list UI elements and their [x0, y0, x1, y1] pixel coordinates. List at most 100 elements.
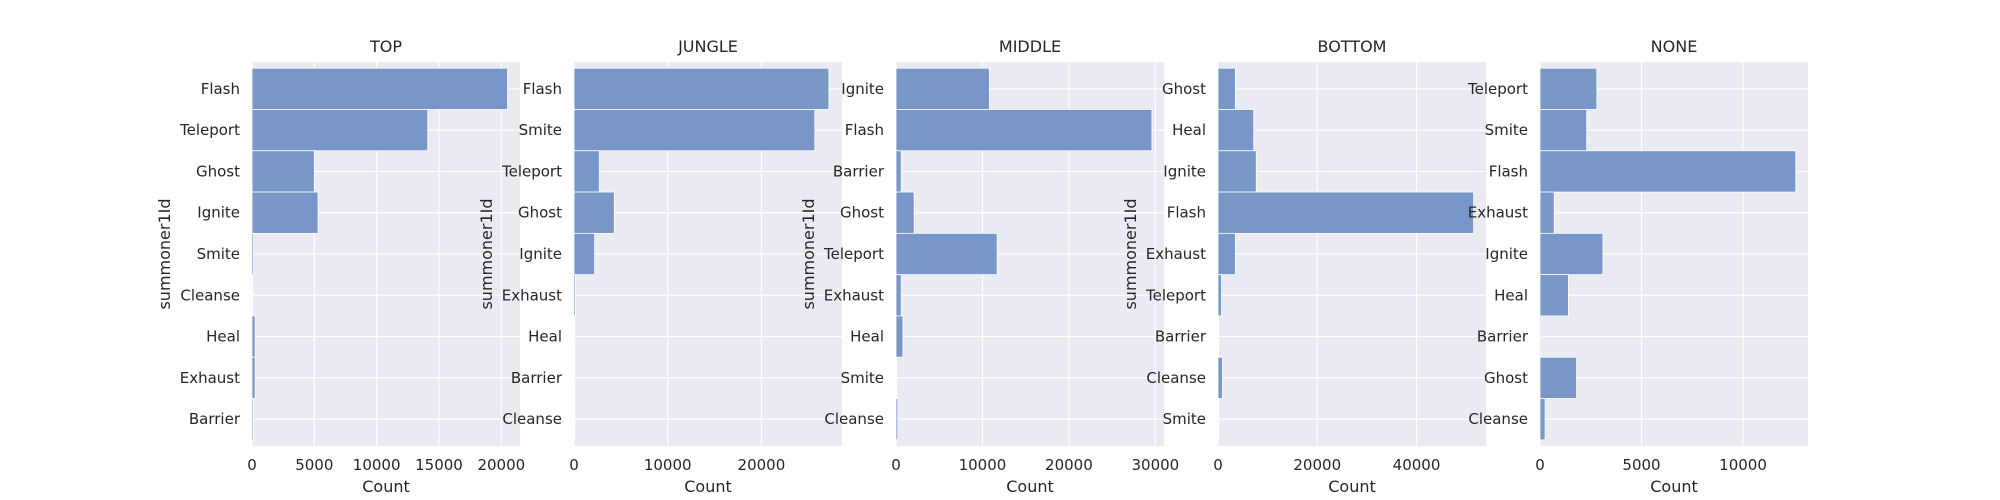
bar-exhaust — [1539, 191, 1555, 234]
y-tick-label: Ignite — [1163, 162, 1206, 180]
bar-flash — [573, 67, 830, 110]
y-tick-label: Ignite — [841, 80, 884, 98]
facet-title: TOP — [369, 37, 402, 56]
y-tick-label: Ghost — [1162, 80, 1206, 98]
bar-ghost — [573, 191, 615, 234]
facet-title: MIDDLE — [999, 37, 1061, 56]
bar-heal — [895, 315, 904, 358]
bar-exhaust — [573, 274, 576, 317]
facet-title: BOTTOM — [1318, 37, 1387, 56]
bar-teleport — [251, 109, 429, 152]
bar-ignite — [895, 67, 990, 110]
bar-ignite — [573, 232, 596, 276]
facet-title: NONE — [1651, 37, 1698, 56]
x-tick-label: 20000 — [738, 456, 786, 474]
y-tick-label: Ghost — [840, 204, 884, 222]
bar-ghost — [251, 150, 315, 193]
y-tick-label: Ghost — [518, 204, 562, 222]
x-tick-label: 30000 — [1131, 456, 1179, 474]
bar-heal — [573, 315, 576, 358]
y-tick-label: Teleport — [823, 245, 884, 263]
bar-smite — [573, 109, 816, 152]
y-tick-label: Heal — [850, 328, 884, 346]
y-tick-label: Exhaust — [180, 369, 240, 387]
bar-barrier — [1217, 315, 1220, 358]
y-tick-label: Exhaust — [502, 286, 562, 304]
y-tick-label: Teleport — [179, 121, 240, 139]
bar-flash — [1539, 150, 1797, 193]
bar-cleanse — [1217, 356, 1223, 399]
x-tick-label: 10000 — [959, 456, 1007, 474]
bar-smite — [1217, 398, 1220, 441]
bar-flash — [251, 67, 508, 110]
bar-ghost — [895, 191, 915, 234]
bar-teleport — [895, 232, 998, 276]
y-tick-label: Smite — [841, 369, 884, 387]
bar-heal — [1217, 109, 1255, 152]
bar-barrier — [251, 398, 254, 441]
bar-exhaust — [1217, 232, 1236, 276]
x-axis-label: Count — [1650, 477, 1698, 496]
y-tick-label: Cleanse — [1146, 369, 1206, 387]
bar-cleanse — [1539, 398, 1546, 441]
bar-cleanse — [573, 398, 576, 441]
y-tick-label: Barrier — [511, 369, 563, 387]
x-axis-label: Count — [362, 477, 410, 496]
x-tick-label: 0 — [569, 456, 579, 474]
y-tick-label: Heal — [528, 328, 562, 346]
y-tick-label: Barrier — [1155, 328, 1207, 346]
bar-ghost — [1539, 356, 1577, 399]
x-tick-label: 20000 — [477, 456, 525, 474]
y-tick-label: Smite — [1163, 410, 1206, 428]
y-tick-label: Barrier — [833, 162, 885, 180]
y-tick-label: Teleport — [1467, 80, 1528, 98]
bar-ignite — [1217, 150, 1257, 193]
y-axis-label: summoner1Id — [799, 198, 818, 309]
bar-heal — [251, 315, 256, 358]
bar-smite — [1539, 109, 1588, 152]
bar-flash — [895, 109, 1153, 152]
bar-teleport — [573, 150, 600, 193]
bar-ignite — [1539, 232, 1604, 276]
y-tick-label: Smite — [519, 121, 562, 139]
x-axis-label: Count — [1328, 477, 1376, 496]
y-axis-label: summoner1Id — [477, 198, 496, 309]
y-tick-label: Exhaust — [824, 286, 884, 304]
y-tick-label: Smite — [197, 245, 240, 263]
y-tick-label: Ghost — [1484, 369, 1528, 387]
bar-teleport — [1217, 274, 1222, 317]
x-tick-label: 20000 — [1045, 456, 1093, 474]
y-tick-label: Cleanse — [1468, 410, 1528, 428]
y-tick-label: Barrier — [189, 410, 241, 428]
y-tick-label: Ignite — [519, 245, 562, 263]
bar-barrier — [573, 356, 576, 399]
bar-cleanse — [251, 274, 254, 317]
y-tick-label: Exhaust — [1146, 245, 1206, 263]
facet-panel-middle: Ignite Flash Barrier Ghost Teleport Exhaust He… — [799, 37, 1179, 496]
y-tick-label: Teleport — [1145, 286, 1206, 304]
bar-exhaust — [895, 274, 902, 317]
x-tick-label: 0 — [891, 456, 901, 474]
x-tick-label: 10000 — [1719, 456, 1767, 474]
y-axis-label: summoner1Id — [1121, 198, 1140, 309]
x-tick-label: 10000 — [353, 456, 401, 474]
bar-exhaust — [251, 356, 256, 399]
y-tick-label: Flash — [523, 80, 562, 98]
x-tick-label: 0 — [1535, 456, 1545, 474]
y-tick-label: Ghost — [196, 162, 240, 180]
x-tick-label: 5000 — [295, 456, 333, 474]
y-tick-label: Barrier — [1477, 328, 1529, 346]
x-tick-label: 15000 — [415, 456, 463, 474]
y-tick-label: Ignite — [197, 204, 240, 222]
bar-barrier — [1539, 315, 1542, 358]
bar-smite — [895, 356, 898, 399]
y-tick-label: Flash — [1489, 162, 1528, 180]
y-tick-label: Exhaust — [1468, 204, 1528, 222]
y-tick-label: Cleanse — [502, 410, 562, 428]
x-tick-label: 0 — [247, 456, 257, 474]
x-axis-label: Count — [1006, 477, 1054, 496]
y-tick-label: Heal — [206, 328, 240, 346]
bar-heal — [1539, 274, 1569, 317]
x-tick-label: 20000 — [1293, 456, 1341, 474]
